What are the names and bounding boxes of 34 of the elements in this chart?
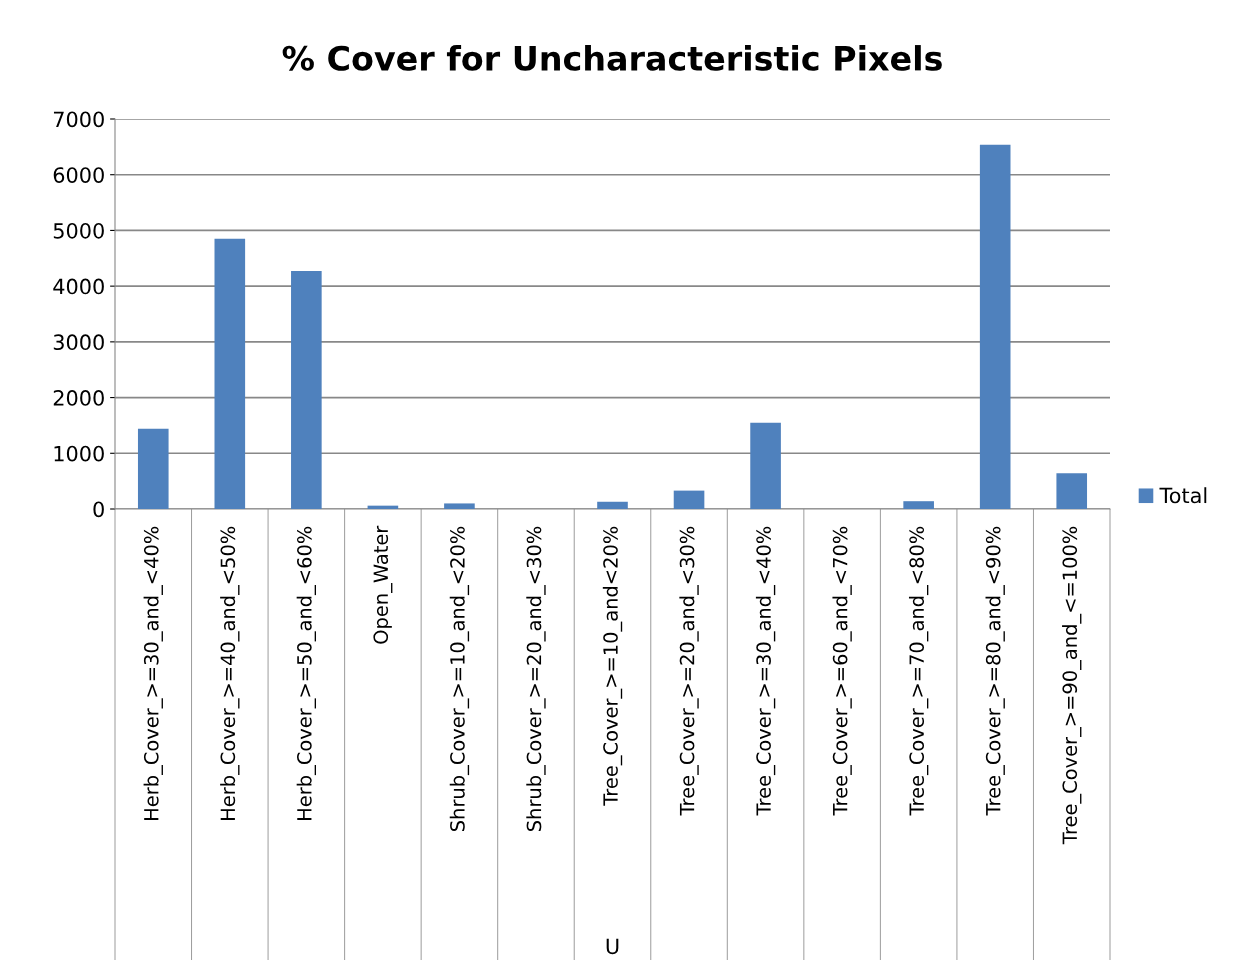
x-tick-label: Tree_Cover_>=20_and_<30%: [679, 526, 699, 816]
bar: [444, 503, 475, 509]
bar: [1056, 473, 1088, 509]
x-axis-title: U: [606, 938, 619, 955]
x-tick-label: Tree_Cover_>=70_and_<80%: [908, 526, 929, 816]
y-tick-label: 0: [93, 501, 104, 518]
x-tick-label: Herb_Cover_>=30_and_<40%: [143, 526, 163, 820]
y-tick-label: 1000: [54, 445, 104, 462]
bar: [903, 501, 934, 509]
bar: [137, 428, 169, 509]
legend-label: Total: [1159, 487, 1207, 504]
y-tick-label: 2000: [53, 390, 104, 406]
bar: [979, 144, 1011, 509]
y-tick-label: 7000: [53, 111, 104, 128]
x-tick-label: Tree_Cover_>=80_and_<90%: [985, 526, 1005, 816]
y-tick-label: 5000: [53, 222, 104, 239]
bar: [673, 490, 705, 509]
bar: [750, 422, 781, 509]
x-tick-label: Herb_Cover_>=40_and_<50%: [220, 526, 240, 820]
x-tick-label: Herb_Cover_>=50_and_<60%: [296, 526, 317, 820]
y-tick-label: 6000: [53, 167, 104, 183]
y-tick-label: 4000: [53, 278, 104, 295]
y-tick-label: 3000: [53, 334, 104, 351]
x-tick-label: Shrub_Cover_>=20_and_<30%: [526, 526, 546, 831]
chart-title: % Cover for Uncharacteristic Pixels: [282, 45, 942, 71]
x-tick-label: Tree_Cover_>=30_and_<40%: [755, 526, 776, 816]
bar: [597, 501, 628, 509]
x-tick-label: Tree_Cover_>=10_and<20%: [602, 526, 623, 806]
bar: [291, 271, 322, 509]
x-tick-label: Shrub_Cover_>=10_and_<20%: [449, 526, 470, 831]
x-tick-label: Tree_Cover_>=60_and_<70%: [832, 526, 852, 816]
x-tick-label: Tree_Cover_>=90_and_<=100%: [1062, 526, 1082, 845]
bar: [214, 238, 246, 509]
x-tick-label: Open_Water: [373, 525, 393, 644]
